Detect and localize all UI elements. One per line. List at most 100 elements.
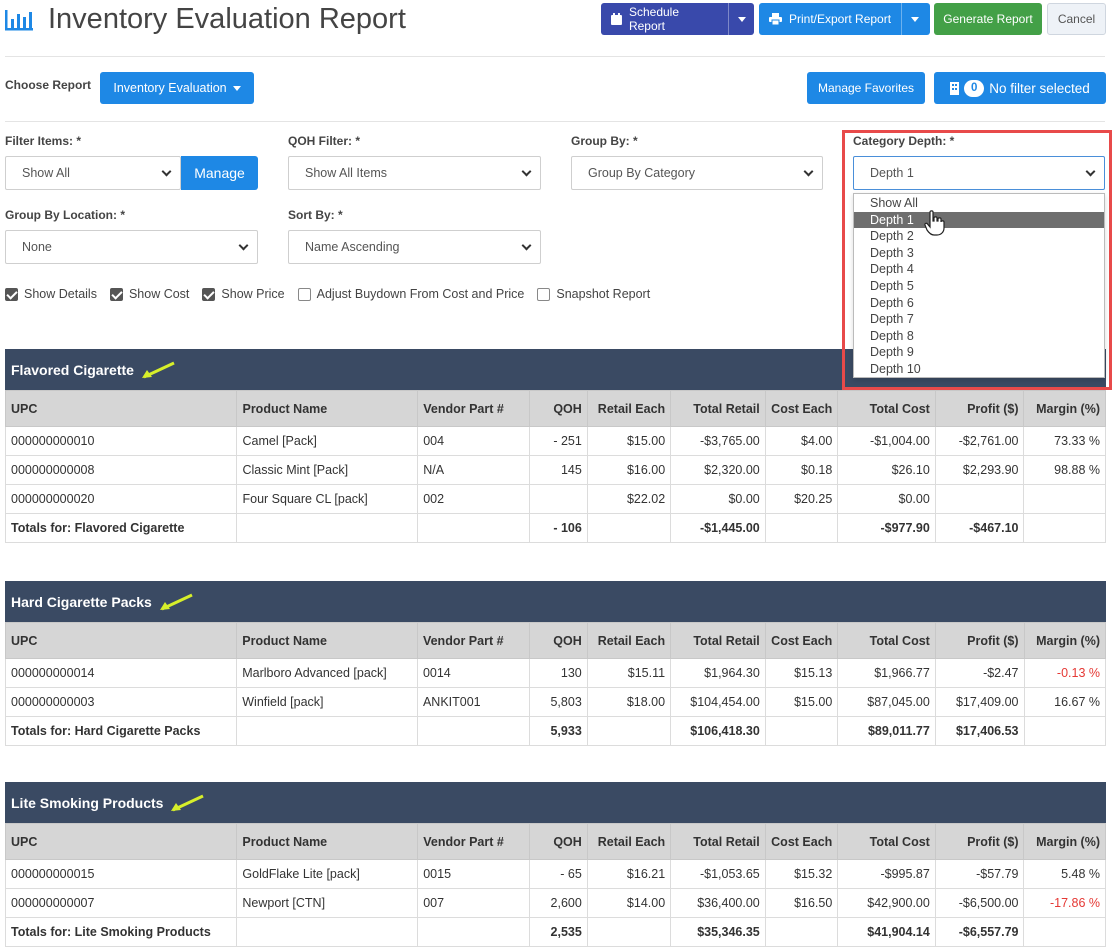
adjust-buydown-checkbox[interactable] bbox=[297, 287, 311, 301]
column-header[interactable]: QOH bbox=[529, 622, 588, 659]
depth-option[interactable]: Show All bbox=[870, 196, 918, 210]
column-header[interactable]: Margin (%) bbox=[1023, 823, 1106, 860]
column-header[interactable]: Product Name bbox=[236, 622, 418, 659]
show-cost-option[interactable]: Show Cost bbox=[109, 287, 189, 301]
depth-option[interactable]: Depth 8 bbox=[870, 328, 914, 343]
table-cell: ANKIT001 bbox=[416, 687, 531, 717]
annotation-arrow-icon bbox=[141, 361, 175, 379]
schedule-dropdown-toggle[interactable] bbox=[728, 3, 754, 35]
filter-count-badge: 0 bbox=[964, 79, 985, 97]
column-header[interactable]: Retail Each bbox=[586, 390, 672, 427]
filter-items-select[interactable]: Show All bbox=[5, 156, 181, 190]
show-details-label: Show Details bbox=[24, 287, 97, 301]
category-depth-select[interactable]: Depth 1 bbox=[853, 156, 1105, 190]
column-header[interactable]: Retail Each bbox=[586, 823, 672, 860]
column-header[interactable]: Cost Each bbox=[764, 390, 839, 427]
table-cell: - 251 bbox=[529, 426, 588, 456]
column-header[interactable]: UPC bbox=[4, 823, 238, 860]
column-header[interactable]: Product Name bbox=[236, 390, 419, 427]
column-header[interactable]: Vendor Part # bbox=[417, 823, 531, 860]
show-details-checkbox[interactable] bbox=[5, 287, 18, 301]
column-header[interactable]: Profit ($) bbox=[934, 622, 1025, 659]
report-type-dropdown[interactable]: Inventory Evaluation bbox=[100, 72, 254, 104]
depth-option[interactable]: Depth 3 bbox=[870, 245, 914, 260]
show-price-option[interactable]: Show Price bbox=[202, 287, 285, 301]
print-dropdown-toggle[interactable] bbox=[901, 3, 927, 35]
cancel-button[interactable]: Cancel bbox=[1047, 3, 1106, 35]
depth-option[interactable]: Depth 2 bbox=[870, 229, 914, 244]
group-title: Lite Smoking Products bbox=[11, 795, 164, 811]
depth-option[interactable]: Depth 4 bbox=[870, 262, 914, 277]
column-header[interactable]: Margin (%) bbox=[1023, 390, 1106, 427]
print-export-button[interactable]: Print/Export Report bbox=[759, 3, 930, 35]
column-header[interactable]: Vendor Part # bbox=[417, 390, 531, 427]
column-header[interactable]: UPC bbox=[4, 622, 238, 659]
column-header[interactable]: Total Cost bbox=[837, 622, 936, 659]
depth-option[interactable]: Depth 9 bbox=[870, 345, 914, 360]
show-price-checkbox[interactable] bbox=[202, 287, 216, 301]
table-cell: Four Square CL [pack] bbox=[236, 484, 419, 514]
show-cost-checkbox[interactable] bbox=[109, 287, 123, 301]
totals-cell: -$6,557.79 bbox=[934, 917, 1025, 947]
table-cell: $16.50 bbox=[764, 888, 839, 918]
table-cell: $2,320.00 bbox=[670, 455, 766, 485]
manage-filter-button[interactable]: Manage bbox=[181, 156, 258, 190]
totals-cell: $106,418.30 bbox=[670, 716, 766, 746]
snapshot-report-checkbox[interactable] bbox=[537, 287, 551, 301]
column-header[interactable]: Retail Each bbox=[586, 622, 672, 659]
table-cell: $15.32 bbox=[764, 859, 839, 889]
totals-cell: $17,406.53 bbox=[934, 716, 1025, 746]
column-header[interactable]: Profit ($) bbox=[934, 390, 1025, 427]
report-type-value: Inventory Evaluation bbox=[113, 81, 227, 95]
depth-option[interactable]: Depth 1 bbox=[854, 211, 1104, 229]
report-table: UPC Product Name Vendor Part # QOH Retail Ea… bbox=[4, 823, 1106, 947]
snapshot-report-option[interactable]: Snapshot Report bbox=[537, 287, 650, 301]
group-by-location-label: Group By Location: * bbox=[5, 208, 125, 222]
depth-option[interactable]: Depth 7 bbox=[870, 312, 914, 327]
totals-cell bbox=[764, 513, 839, 543]
totals-cell: Totals for: Flavored Cigarette bbox=[4, 513, 238, 543]
schedule-report-button[interactable]: Schedule Report bbox=[601, 3, 754, 35]
column-header[interactable]: Vendor Part # bbox=[416, 622, 531, 659]
depth-option[interactable]: Depth 10 bbox=[870, 361, 921, 376]
adjust-buydown-option[interactable]: Adjust Buydown From Cost and Price bbox=[297, 287, 524, 301]
column-header[interactable]: Profit ($) bbox=[934, 823, 1025, 860]
column-header[interactable]: QOH bbox=[529, 390, 588, 427]
group-by-location-select[interactable]: None bbox=[5, 230, 258, 264]
column-header[interactable]: Total Retail bbox=[670, 823, 766, 860]
show-details-option[interactable]: Show Details bbox=[5, 287, 97, 301]
group-by-select[interactable]: Group By Category bbox=[571, 156, 823, 190]
column-header[interactable]: Product Name bbox=[236, 823, 419, 860]
column-header[interactable]: QOH bbox=[529, 823, 588, 860]
column-header[interactable]: Cost Each bbox=[764, 622, 839, 659]
table-cell: 145 bbox=[529, 455, 588, 485]
table-header-row: UPC Product Name Vendor Part # QOH Retail Ea… bbox=[4, 390, 1106, 427]
chevron-down-icon bbox=[803, 166, 814, 176]
column-header[interactable]: Total Retail bbox=[670, 622, 766, 659]
table-cell: 000000000008 bbox=[4, 455, 238, 485]
depth-option[interactable]: Depth 6 bbox=[870, 295, 914, 310]
table-cell: 000000000007 bbox=[4, 888, 238, 918]
manage-favorites-button[interactable]: Manage Favorites bbox=[807, 72, 925, 104]
table-cell: -$1,004.00 bbox=[837, 426, 936, 456]
sort-by-select[interactable]: Name Ascending bbox=[288, 230, 541, 264]
print-export-label: Print/Export Report bbox=[789, 12, 892, 26]
filter-summary-button[interactable]: 0 No filter selected bbox=[934, 72, 1106, 104]
column-header[interactable]: Total Retail bbox=[670, 390, 766, 427]
column-header[interactable]: UPC bbox=[4, 390, 238, 427]
column-header[interactable]: Total Cost bbox=[837, 390, 936, 427]
table-cell: $22.02 bbox=[586, 484, 672, 514]
totals-cell: 2,535 bbox=[529, 917, 588, 947]
sort-by-value: Name Ascending bbox=[305, 240, 400, 254]
totals-cell bbox=[416, 716, 531, 746]
table-row: 000000000015 GoldFlake Lite [pack] 0015- 6… bbox=[4, 859, 1106, 889]
generate-report-button[interactable]: Generate Report bbox=[934, 3, 1042, 35]
column-header[interactable]: Margin (%) bbox=[1023, 622, 1107, 659]
qoh-filter-select[interactable]: Show All Items bbox=[288, 156, 541, 190]
totals-cell bbox=[236, 716, 418, 746]
table-cell: 000000000020 bbox=[4, 484, 238, 514]
depth-option[interactable]: Depth 5 bbox=[870, 278, 914, 293]
column-header[interactable]: Cost Each bbox=[764, 823, 839, 860]
group-by-location-value: None bbox=[22, 240, 52, 254]
column-header[interactable]: Total Cost bbox=[837, 823, 936, 860]
